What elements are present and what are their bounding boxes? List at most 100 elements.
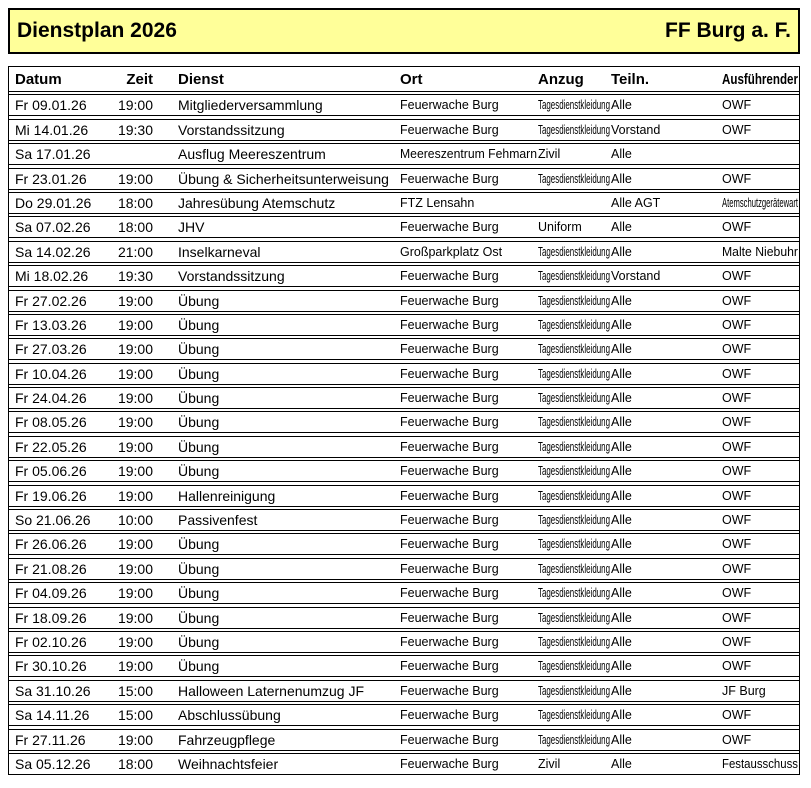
cell-teiln: Alle (611, 415, 632, 430)
cell-datum: Fr 21.08.26 (15, 560, 87, 577)
cell-anzug: Tagesdienstkleidung (538, 391, 610, 406)
cell-anzug: Tagesdienstkleidung (538, 244, 610, 259)
cell-anzug: Tagesdienstkleidung (538, 366, 610, 381)
cell-datum: Fr 04.09.26 (15, 585, 87, 602)
cell-anzug: Tagesdienstkleidung (538, 683, 610, 698)
cell-teiln: Alle (611, 147, 632, 162)
cell-datum: Fr 10.04.26 (15, 365, 87, 382)
cell-teiln: Alle (611, 464, 632, 479)
cell-teiln: Alle (611, 537, 632, 552)
cell-zeit: 19:00 (117, 731, 153, 748)
cell-dienst: Übung (178, 390, 220, 407)
cell-anzug: Tagesdienstkleidung (538, 537, 610, 552)
cell-datum: Fr 09.01.26 (15, 97, 87, 114)
cell-zeit: 15:00 (117, 707, 153, 724)
cell-ort: Feuerwache Burg (400, 537, 499, 552)
cell-ort: Großparkplatz Ost (400, 244, 503, 259)
cell-datum: Sa 05.12.26 (15, 755, 91, 772)
cell-ort: Feuerwache Burg (400, 708, 499, 723)
cell-zeit: 19:00 (117, 487, 153, 504)
cell-zeit: 19:00 (117, 414, 153, 431)
cell-ausfuehrender: Festausschuss (722, 756, 798, 771)
cell-teiln: Vorstand (611, 122, 661, 137)
cell-anzug: Tagesdienstkleidung (538, 98, 610, 113)
table-row: Fr 27.02.26 19:00 Übung Feuerwache Burg … (9, 289, 799, 312)
cell-zeit: 19:00 (117, 292, 153, 309)
cell-ort: Feuerwache Burg (400, 415, 499, 430)
cell-anzug: Tagesdienstkleidung (538, 732, 610, 747)
cell-zeit: 19:00 (117, 633, 153, 650)
cell-ort: Feuerwache Burg (400, 610, 499, 625)
cell-teiln: Alle (611, 317, 632, 332)
cell-ausfuehrender: OWF (722, 293, 752, 308)
cell-datum: Fr 27.02.26 (15, 292, 87, 309)
cell-datum: Fr 22.05.26 (15, 438, 87, 455)
table-row: Fr 05.06.26 19:00 Übung Feuerwache Burg … (9, 460, 799, 483)
cell-ort: Feuerwache Burg (400, 464, 499, 479)
table-row: Fr 02.10.26 19:00 Übung Feuerwache Burg … (9, 630, 799, 653)
cell-dienst: Übung (178, 536, 220, 553)
cell-datum: Fr 23.01.26 (15, 170, 87, 187)
cell-ort: Feuerwache Burg (400, 561, 499, 576)
page-title: Dienstplan 2026 (17, 19, 177, 42)
cell-datum: Mi 14.01.26 (15, 121, 89, 138)
cell-dienst: Übung (178, 658, 220, 675)
table-row: Fr 27.03.26 19:00 Übung Feuerwache Burg … (9, 338, 799, 361)
title-banner: Dienstplan 2026 FF Burg a. F. (8, 8, 800, 54)
cell-zeit: 19:00 (117, 316, 153, 333)
cell-zeit: 19:00 (117, 341, 153, 358)
cell-dienst: Übung (178, 341, 220, 358)
cell-zeit: 10:00 (117, 512, 153, 529)
cell-ausfuehrender: OWF (722, 659, 752, 674)
cell-datum: So 21.06.26 (15, 512, 91, 529)
table-row: Fr 21.08.26 19:00 Übung Feuerwache Burg … (9, 557, 799, 580)
cell-teiln: Alle (611, 610, 632, 625)
duty-roster-table: Datum Zeit Dienst Ort Anzug Teiln. Ausfü… (8, 66, 800, 775)
cell-teiln: Alle (611, 98, 632, 113)
cell-ausfuehrender: JF Burg (722, 683, 766, 698)
cell-anzug: Tagesdienstkleidung (538, 610, 610, 625)
cell-ort: Feuerwache Burg (400, 98, 499, 113)
cell-zeit: 18:00 (117, 755, 153, 772)
cell-dienst: Fahrzeugpflege (178, 731, 276, 748)
cell-anzug: Tagesdienstkleidung (538, 561, 610, 576)
cell-ausfuehrender: OWF (722, 610, 752, 625)
cell-dienst: Übung (178, 585, 220, 602)
table-row: Mi 14.01.26 19:30 Vorstandssitzung Feuer… (9, 118, 799, 141)
cell-ort: Feuerwache Burg (400, 732, 499, 747)
cell-dienst: Passivenfest (178, 512, 258, 529)
cell-zeit: 18:00 (117, 219, 153, 236)
col-header-anzug: Anzug (538, 70, 584, 88)
col-header-datum: Datum (15, 70, 62, 88)
cell-anzug: Tagesdienstkleidung (538, 708, 610, 723)
cell-teiln: Alle (611, 756, 632, 771)
cell-dienst: Übung (178, 463, 220, 480)
cell-datum: Sa 31.10.26 (15, 682, 91, 699)
cell-zeit: 19:00 (117, 365, 153, 382)
cell-ort: Feuerwache Burg (400, 439, 499, 454)
col-header-ort: Ort (400, 70, 423, 88)
cell-ausfuehrender: Atemschutzgerätewart (722, 195, 798, 210)
cell-datum: Fr 27.11.26 (15, 731, 86, 748)
cell-zeit: 21:00 (117, 243, 153, 260)
cell-datum: Fr 05.06.26 (15, 463, 87, 480)
cell-dienst: Übung (178, 316, 220, 333)
cell-ort: Feuerwache Burg (400, 269, 499, 284)
cell-dienst: Inselkarneval (178, 243, 261, 260)
table-row: Fr 04.09.26 19:00 Übung Feuerwache Burg … (9, 582, 799, 605)
col-header-ausfuehrender: Ausführender (722, 70, 798, 88)
cell-teiln: Alle (611, 342, 632, 357)
cell-dienst: Vorstandssitzung (178, 268, 285, 285)
table-row: Fr 23.01.26 19:00 Übung & Sicherheitsunt… (9, 167, 799, 190)
cell-anzug: Uniform (538, 220, 582, 235)
cell-anzug: Zivil (538, 147, 561, 162)
cell-dienst: Abschlussübung (178, 707, 281, 724)
cell-datum: Fr 30.10.26 (15, 658, 87, 675)
cell-dienst: Übung (178, 560, 220, 577)
table-row: Fr 26.06.26 19:00 Übung Feuerwache Burg … (9, 533, 799, 556)
cell-ausfuehrender: OWF (722, 732, 752, 747)
cell-dienst: Mitgliederversammlung (178, 97, 323, 114)
cell-teiln: Alle (611, 513, 632, 528)
cell-datum: Sa 17.01.26 (15, 146, 91, 163)
col-header-teiln: Teiln. (611, 70, 650, 88)
